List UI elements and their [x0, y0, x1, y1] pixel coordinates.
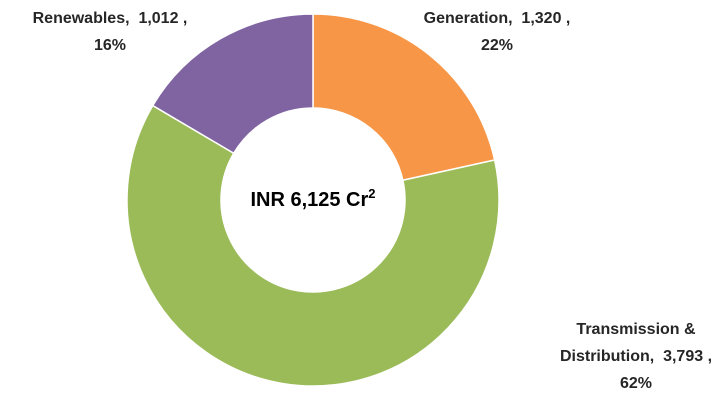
- value-label: 1,320 ,: [521, 10, 571, 27]
- center-text: INR 6,125 Cr: [250, 189, 369, 211]
- percent-label: 22%: [480, 37, 514, 54]
- category-label: Renewables,: [32, 10, 130, 27]
- donut-slice: [312, 13, 496, 182]
- center-superscript: 2: [368, 186, 376, 201]
- percent-label: 62%: [619, 375, 653, 392]
- percent-label: 16%: [93, 37, 127, 54]
- value-label: 1,012 ,: [138, 10, 188, 27]
- category-label: Transmission & Distribution,: [559, 321, 696, 365]
- donut-slice: [151, 13, 314, 155]
- data-label: Generation, 1,320 , 22%: [392, 5, 602, 59]
- donut-slice: [126, 104, 500, 387]
- data-label: Renewables, 1,012 , 16%: [0, 5, 220, 59]
- data-label: Transmission & Distribution, 3,793 , 62%: [540, 316, 728, 397]
- category-label: Generation,: [423, 10, 513, 27]
- center-label: INR 6,125 Cr2: [213, 186, 413, 212]
- value-label: 3,793 ,: [663, 348, 713, 365]
